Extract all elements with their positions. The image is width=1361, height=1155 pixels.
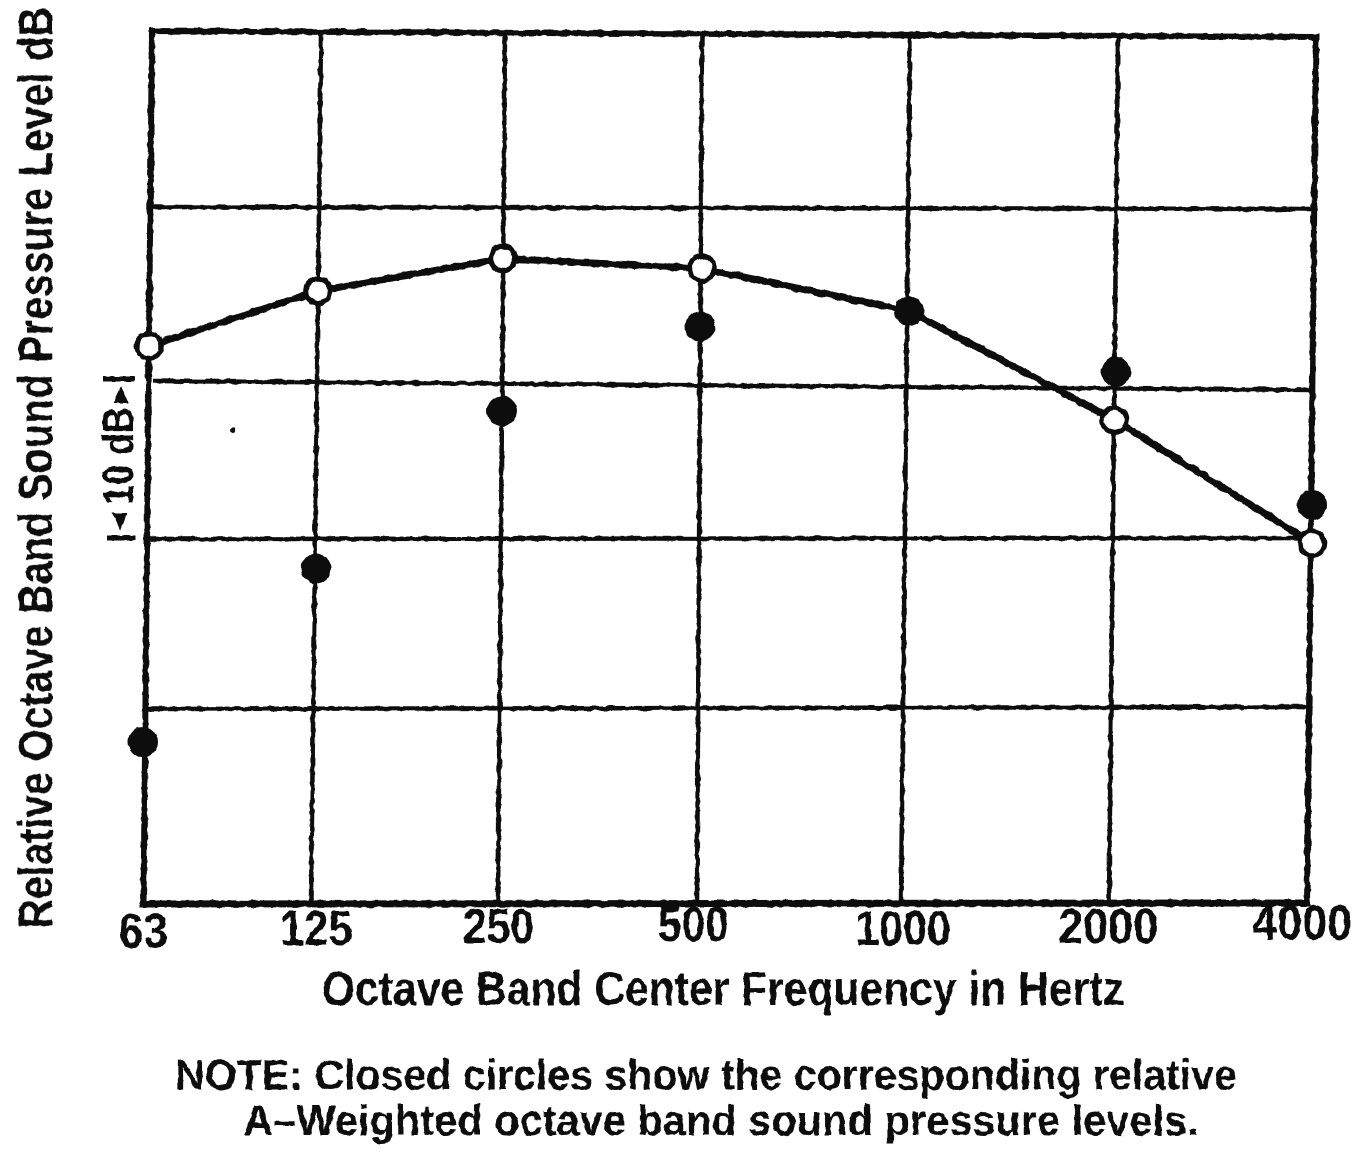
svg-text:NOTE: Closed circles show the: NOTE: Closed circles show the correspond… <box>175 1051 1237 1099</box>
svg-text:2000: 2000 <box>1058 898 1158 953</box>
svg-text:Relative Octave Band Sound Pre: Relative Octave Band Sound Pressure Leve… <box>10 7 63 929</box>
svg-text:Octave Band Center Frequency i: Octave Band Center Frequency in Hertz <box>322 962 1125 1016</box>
svg-text:10 dB: 10 dB <box>94 407 143 505</box>
svg-text:500: 500 <box>658 897 729 952</box>
svg-text:4000: 4000 <box>1252 895 1352 950</box>
svg-text:63: 63 <box>119 903 168 957</box>
svg-text:A–Weighted octave band sound p: A–Weighted octave band sound pressure le… <box>243 1096 1199 1144</box>
svg-text:1000: 1000 <box>855 900 951 955</box>
svg-text:125: 125 <box>280 901 353 956</box>
svg-text:250: 250 <box>463 899 534 954</box>
